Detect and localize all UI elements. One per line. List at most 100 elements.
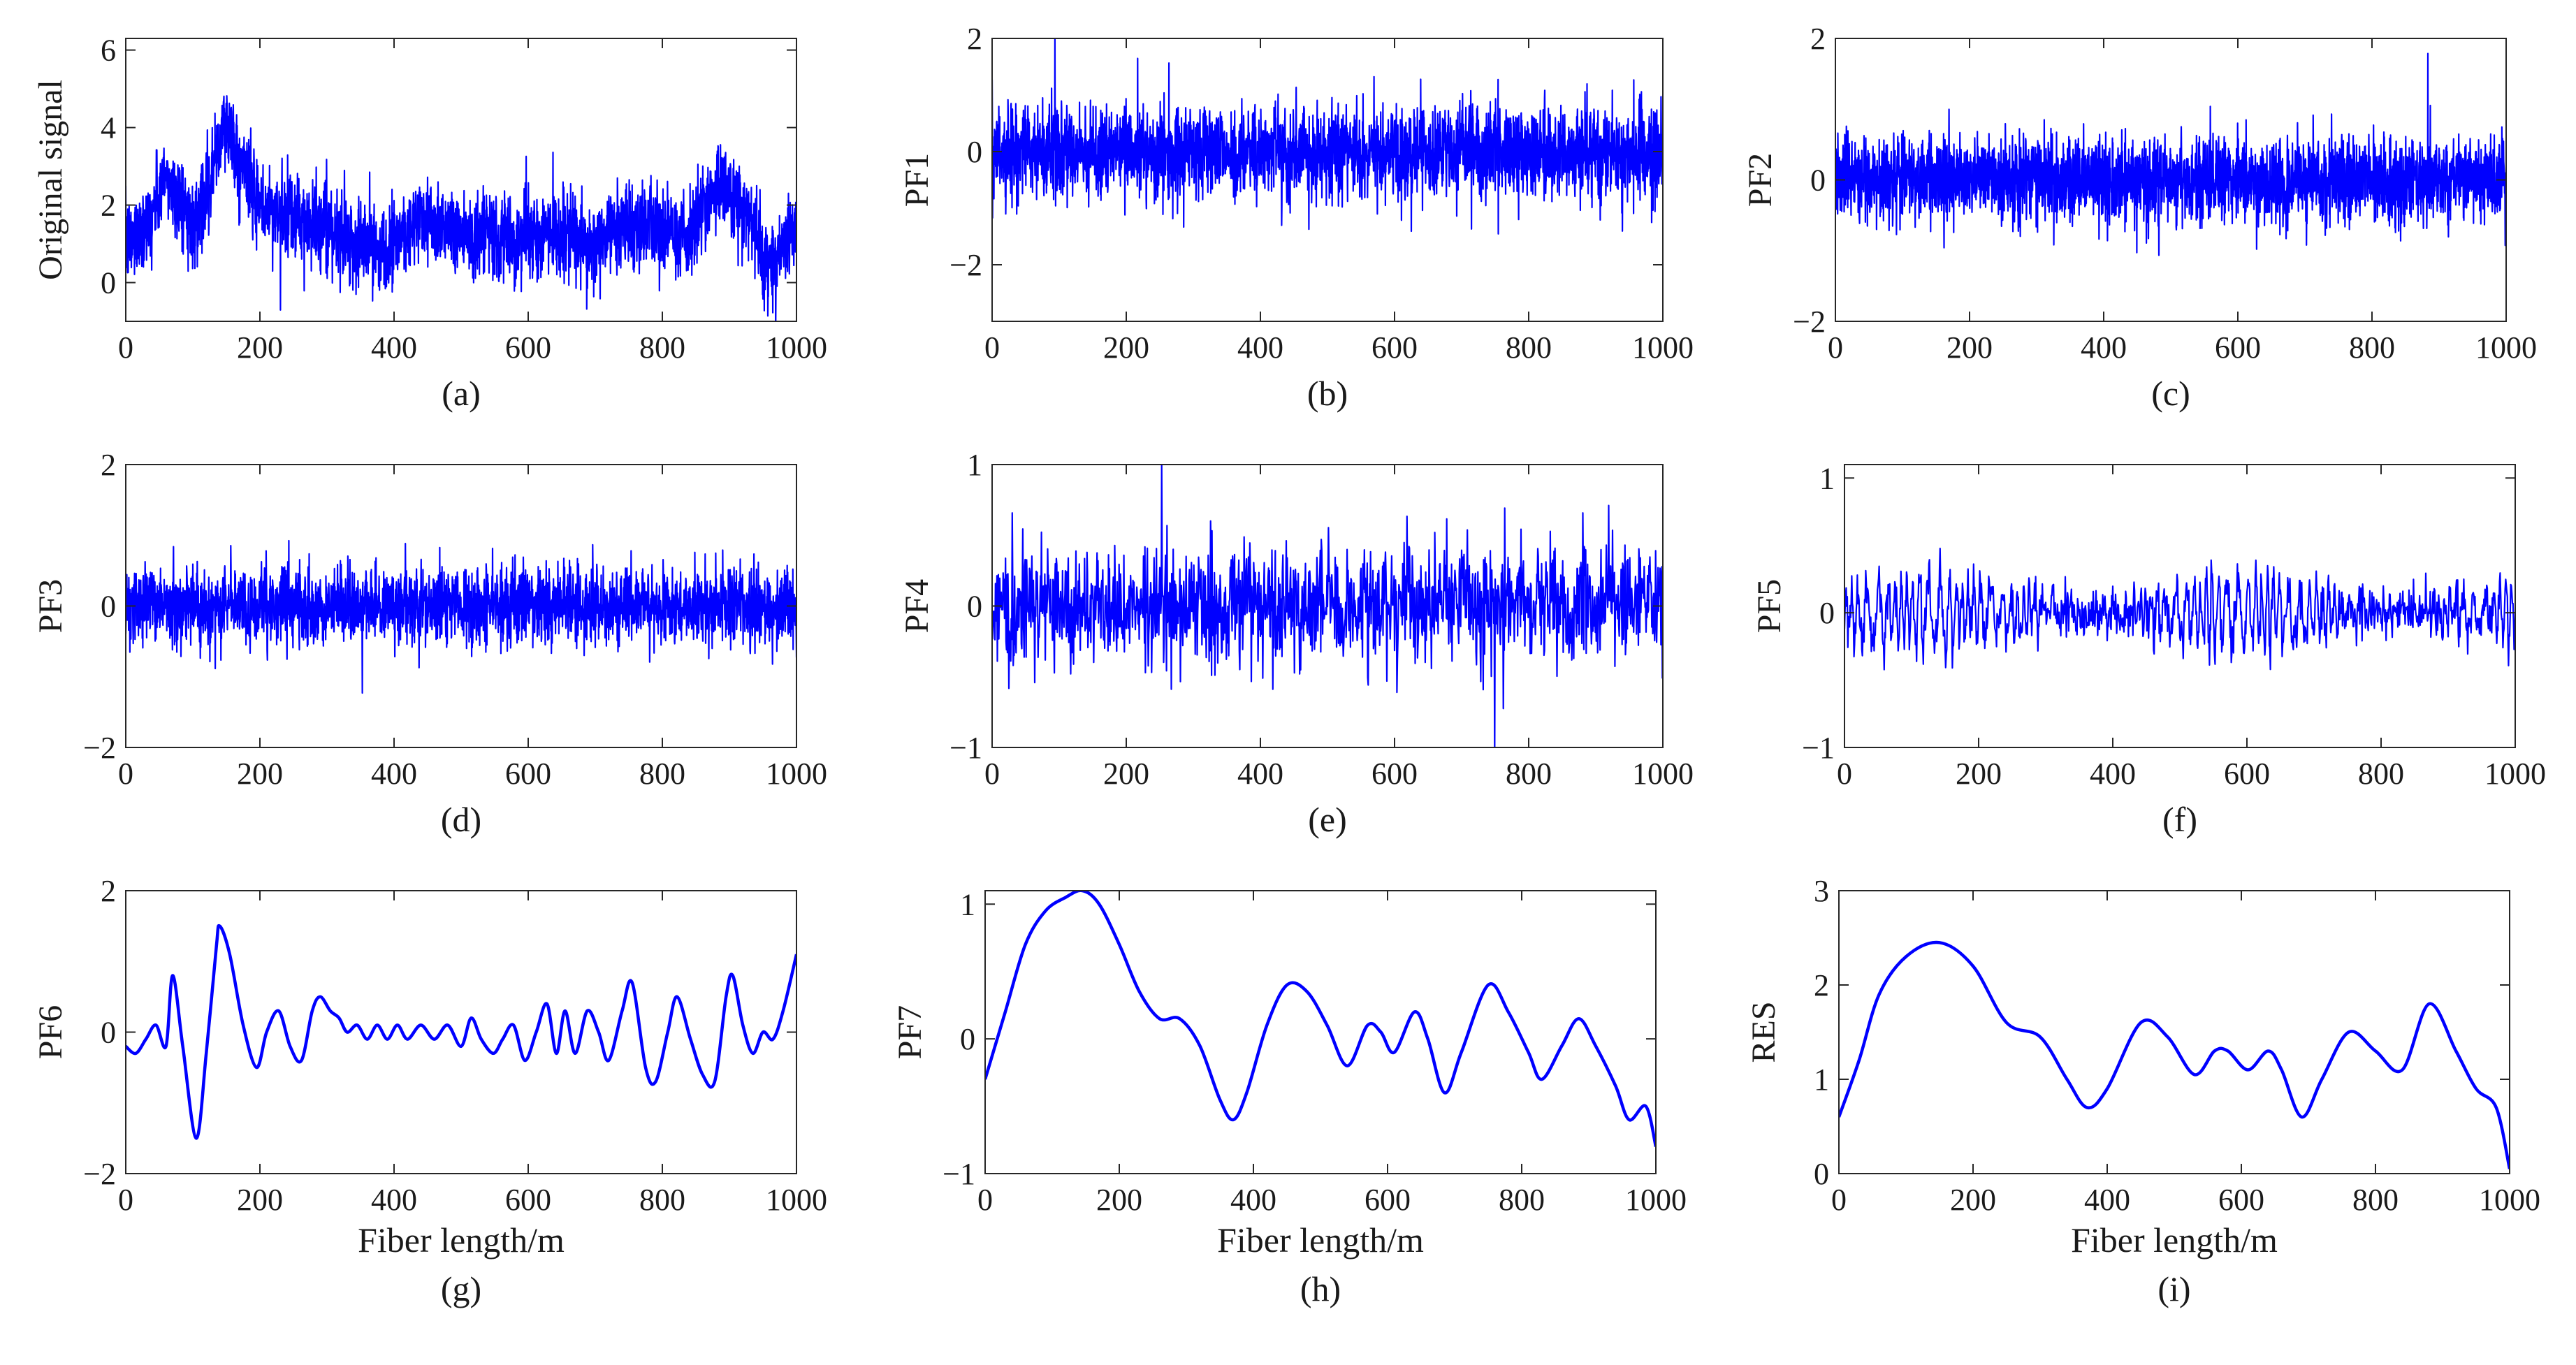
x-tick-label-h: 200 — [1096, 1183, 1142, 1217]
axes-frame-b — [991, 38, 1664, 322]
y-tick-label-g: −2 — [83, 1157, 116, 1191]
x-tick-label-e: 400 — [1237, 757, 1283, 791]
y-axis-label-a: Original signal — [32, 80, 69, 280]
axes-frame-a — [125, 38, 797, 322]
x-tick-label-b: 400 — [1237, 330, 1283, 365]
y-tick-label-a: 4 — [101, 111, 116, 145]
y-tick-label-h: −1 — [943, 1157, 975, 1191]
y-tick-label-e: 1 — [967, 448, 982, 482]
panel-caption-d: (d) — [441, 800, 481, 839]
x-tick-label-f: 600 — [2224, 757, 2270, 791]
y-axis-label-f: PF5 — [1751, 579, 1788, 633]
x-tick-label-a: 200 — [237, 330, 283, 365]
series-line-b-0 — [992, 38, 1663, 235]
x-axis-label-i: Fiber length/m — [2071, 1220, 2278, 1260]
y-tick-label-a: 2 — [101, 189, 116, 223]
x-tick-label-b: 600 — [1371, 330, 1418, 365]
x-tick-label-g: 200 — [237, 1183, 283, 1217]
panel-caption-b: (b) — [1307, 374, 1348, 413]
y-tick-label-a: 0 — [101, 266, 116, 300]
y-tick-label-h: 1 — [960, 887, 975, 921]
series-line-c-0 — [1835, 52, 2506, 256]
y-axis-label-b: PF1 — [898, 153, 936, 207]
y-tick-label-i: 0 — [1814, 1157, 1829, 1191]
x-tick-label-f: 0 — [1837, 757, 1852, 791]
x-tick-label-e: 1000 — [1632, 757, 1694, 791]
x-tick-label-a: 400 — [371, 330, 417, 365]
x-tick-label-f: 1000 — [2484, 757, 2546, 791]
y-tick-label-d: −2 — [83, 731, 116, 765]
series-line-i-0 — [1839, 940, 2510, 1169]
x-tick-label-c: 1000 — [2475, 330, 2537, 365]
x-tick-label-b: 0 — [984, 330, 1000, 365]
x-tick-label-c: 200 — [1946, 330, 1993, 365]
x-tick-label-e: 0 — [984, 757, 1000, 791]
x-tick-label-d: 0 — [118, 757, 133, 791]
y-tick-label-a: 6 — [101, 34, 116, 68]
axes-frame-i — [1838, 890, 2510, 1174]
x-tick-label-c: 0 — [1828, 330, 1843, 365]
panel-caption-h: (h) — [1300, 1269, 1341, 1308]
x-tick-label-h: 400 — [1230, 1183, 1276, 1217]
x-tick-label-e: 800 — [1506, 757, 1552, 791]
series-line-g-0 — [126, 924, 796, 1140]
y-tick-label-b: −2 — [949, 248, 982, 282]
x-tick-label-d: 600 — [505, 757, 551, 791]
x-tick-label-a: 800 — [639, 330, 685, 365]
series-line-a-0 — [126, 95, 796, 321]
x-tick-label-f: 200 — [1956, 757, 2002, 791]
y-tick-label-e: 0 — [967, 590, 982, 624]
y-tick-label-i: 3 — [1814, 874, 1829, 908]
x-tick-label-h: 1000 — [1625, 1183, 1687, 1217]
series-line-e-0 — [992, 465, 1663, 747]
x-tick-label-g: 800 — [639, 1183, 685, 1217]
x-tick-label-a: 0 — [118, 330, 133, 365]
x-tick-label-d: 800 — [639, 757, 685, 791]
x-tick-label-a: 600 — [505, 330, 551, 365]
x-tick-label-e: 200 — [1103, 757, 1149, 791]
panel-i: 0 200 400 600 800 1000 0 1 2 3 RES Fiber length/m (i… — [1745, 874, 2540, 1308]
panel-caption-f: (f) — [2162, 800, 2197, 839]
y-tick-label-g: 0 — [101, 1016, 116, 1050]
x-tick-label-b: 800 — [1506, 330, 1552, 365]
y-axis-label-g: PF6 — [32, 1005, 69, 1059]
x-axis-label-g: Fiber length/m — [358, 1220, 565, 1260]
x-tick-label-e: 600 — [1371, 757, 1418, 791]
y-axis-label-h: PF7 — [892, 1005, 929, 1059]
y-tick-label-c: 0 — [1810, 163, 1826, 198]
x-tick-label-c: 800 — [2349, 330, 2395, 365]
series-line-d-0 — [126, 539, 796, 694]
x-tick-label-i: 600 — [2218, 1183, 2264, 1217]
x-tick-label-h: 0 — [977, 1183, 993, 1217]
panel-caption-a: (a) — [442, 374, 481, 413]
x-tick-label-c: 600 — [2215, 330, 2261, 365]
x-tick-label-i: 200 — [1950, 1183, 1996, 1217]
y-axis-label-c: PF2 — [1742, 153, 1779, 207]
y-tick-label-d: 2 — [101, 448, 116, 482]
y-axis-label-d: PF3 — [32, 579, 69, 633]
axes-frame-f — [1844, 464, 2516, 748]
x-tick-label-g: 1000 — [766, 1183, 827, 1217]
x-tick-label-i: 0 — [1831, 1183, 1847, 1217]
y-tick-label-d: 0 — [101, 590, 116, 624]
y-axis-label-i: RES — [1745, 1001, 1782, 1063]
x-tick-label-h: 800 — [1499, 1183, 1545, 1217]
y-tick-label-f: 1 — [1819, 461, 1835, 495]
x-tick-label-d: 400 — [371, 757, 417, 791]
y-tick-label-i: 1 — [1814, 1063, 1829, 1097]
y-tick-label-c: −2 — [1793, 305, 1826, 339]
x-tick-label-a: 1000 — [766, 330, 827, 365]
y-axis-label-e: PF4 — [898, 579, 936, 633]
y-tick-label-b: 2 — [967, 22, 982, 56]
x-tick-label-g: 600 — [505, 1183, 551, 1217]
x-tick-label-h: 600 — [1365, 1183, 1411, 1217]
panel-b: 0 200 400 600 800 1000 −2 0 2 PF1 (b) — [898, 22, 1694, 413]
x-tick-label-f: 800 — [2358, 757, 2404, 791]
y-tick-label-b: 0 — [967, 135, 982, 169]
x-axis-label-h: Fiber length/m — [1217, 1220, 1424, 1260]
